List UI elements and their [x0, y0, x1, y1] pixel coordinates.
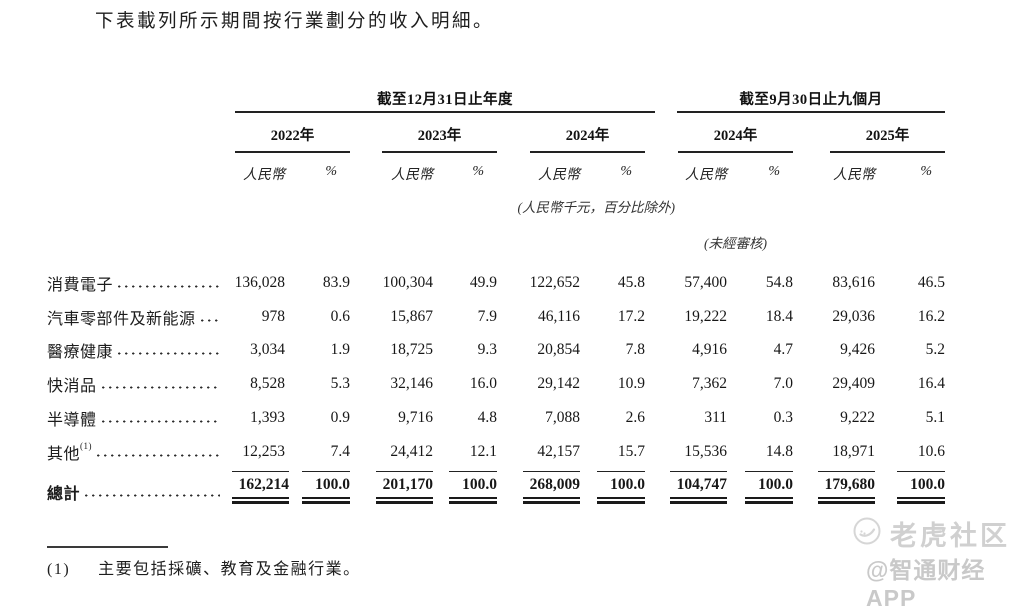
row-label: 醫療健康: [47, 344, 114, 362]
row-label: 消費電子: [47, 276, 114, 294]
year-header-9m-2025: 2025年: [830, 124, 945, 153]
currency-header: 人民幣: [685, 168, 727, 183]
currency-header: 人民幣: [538, 168, 580, 183]
tiger-community-watermark: 老虎社区: [852, 514, 1010, 553]
table-row-fmcg: 快消品 8,528 5.3 32,146 16.0 29,142 10.9 7,…: [47, 367, 945, 401]
row-label: 快消品: [47, 378, 97, 396]
tiger-logo-icon: [852, 516, 882, 551]
dot-leader: [85, 493, 220, 497]
zhitong-watermark-text: @智通财经APP: [866, 557, 986, 611]
period-group-annual: 截至12月31日止年度: [377, 92, 513, 108]
year-header-2022: 2022年: [235, 124, 350, 153]
revenue-by-industry-table: 截至12月31日止年度 截至9月30日止九個月 2022年 2023年 2024…: [47, 88, 950, 528]
table-row-healthcare: 醫療健康 3,034 1.9 18,725 9.3 20,854 7.8 4,9…: [47, 334, 945, 368]
footnote: (1) 主要包括採礦、教育及金融行業。: [47, 555, 361, 579]
footnote-divider: [47, 546, 168, 548]
dot-leader: [101, 386, 220, 390]
group-divider-nine-months: [677, 111, 945, 113]
row-label: 半導體: [47, 412, 97, 430]
dot-leader: [118, 352, 220, 356]
dot-leader: [200, 318, 220, 322]
period-group-nine-months: 截至9月30日止九個月: [739, 92, 883, 108]
dot-leader: [101, 420, 220, 424]
year-header-9m-2024: 2024年: [678, 124, 793, 153]
unit-note: (人民幣千元，百分比除外): [517, 200, 676, 215]
table-row-semiconductor: 半導體 1,393 0.9 9,716 4.8 7,088 2.6 311 0.…: [47, 401, 945, 435]
table-body: 消費電子 136,028 83.9 100,304 49.9 122,652 4…: [47, 266, 945, 517]
percent-header: %: [920, 164, 932, 179]
group-divider-annual: [235, 111, 655, 113]
dot-leader: [118, 284, 220, 288]
year-header-2024: 2024年: [530, 124, 645, 153]
table-row-total: 總計 162,214 100.0 201,170 100.0 268,009 1…: [47, 470, 945, 517]
footnote-text: 主要包括採礦、教育及金融行業。: [98, 561, 361, 578]
unaudited-note: (未經審核): [704, 236, 767, 251]
table-row-others: 其他 (1) 12,253 7.4 24,412 12.1 42,157 15.7…: [47, 440, 945, 463]
currency-header: 人民幣: [833, 168, 875, 183]
footnote-ref: (1): [80, 440, 93, 451]
year-header-2023: 2023年: [382, 124, 497, 153]
table-row-consumer-electronics: 消費電子 136,028 83.9 100,304 49.9 122,652 4…: [47, 266, 945, 300]
table-row-auto-parts-new-energy: 汽車零部件及新能源 978 0.6 15,867 7.9 46,116 17.2…: [47, 300, 945, 334]
dot-leader: [97, 453, 220, 457]
currency-header: 人民幣: [243, 168, 285, 183]
currency-header: 人民幣: [391, 168, 433, 183]
percent-header: %: [472, 164, 484, 179]
footnote-marker: (1): [47, 561, 71, 578]
total-label: 總計: [47, 485, 81, 503]
tiger-community-watermark-text: 老虎社区: [890, 521, 1010, 551]
subheader-row: 人民幣 % 人民幣 % 人民幣 % 人民幣 % 人民幣 %: [47, 164, 945, 184]
page-title: 下表載列所示期間按行業劃分的收入明細。: [95, 12, 495, 32]
percent-header: %: [768, 164, 780, 179]
subheader-spacer: [47, 164, 232, 184]
percent-header: %: [325, 164, 337, 179]
row-label: 其他: [47, 445, 81, 463]
percent-header: %: [620, 164, 632, 179]
row-label: 汽車零部件及新能源: [47, 310, 196, 328]
